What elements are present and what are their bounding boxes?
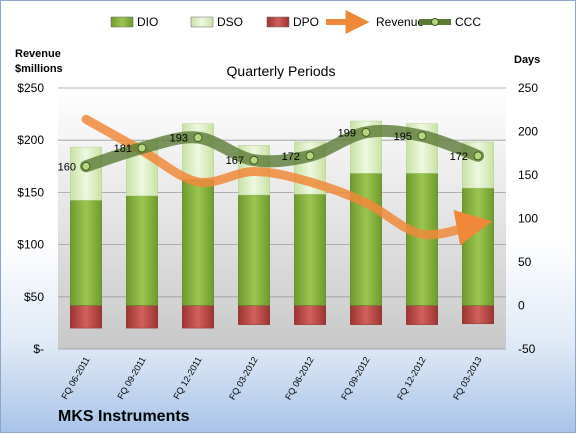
legend-label: DIO bbox=[137, 15, 158, 29]
data-label: 195 bbox=[394, 131, 412, 143]
bar-dpo bbox=[126, 305, 158, 329]
legend-label: Revenue bbox=[376, 15, 424, 29]
legend-swatch bbox=[190, 16, 214, 28]
left-tick-label: $200 bbox=[17, 133, 44, 147]
bar-dpo bbox=[350, 305, 382, 325]
legend-dot bbox=[431, 18, 439, 26]
x-tick-label: FQ 03-2013 bbox=[451, 355, 484, 402]
bar-dpo bbox=[182, 305, 214, 329]
left-axis-label-line2: $millions bbox=[15, 63, 63, 75]
bar-dpo bbox=[294, 305, 326, 325]
data-label: 193 bbox=[170, 133, 188, 145]
ccc-point bbox=[305, 151, 315, 161]
right-axis-label: Days bbox=[514, 54, 540, 66]
x-tick-label: FQ 12-2011 bbox=[171, 355, 203, 401]
left-tick-label: $100 bbox=[17, 238, 44, 252]
legend-label: DSO bbox=[217, 15, 243, 29]
chart-title: Quarterly Periods bbox=[227, 63, 336, 79]
legend-item-ccc: CCC bbox=[419, 15, 481, 29]
line-ccc bbox=[80, 124, 484, 173]
legend-item-dpo: DPO bbox=[266, 15, 319, 29]
data-label: 160 bbox=[58, 161, 76, 173]
x-tick-label: FQ 06-2011 bbox=[59, 355, 91, 401]
company-name: MKS Instruments bbox=[58, 408, 190, 425]
bar-dio bbox=[238, 194, 270, 306]
ccc-point bbox=[193, 133, 203, 143]
legend: DIO DSO DPO Revenue CCC bbox=[110, 10, 481, 34]
ccc-point bbox=[81, 161, 91, 171]
right-tick-label: 150 bbox=[518, 168, 538, 182]
data-label: 199 bbox=[338, 127, 356, 139]
legend-label: DPO bbox=[293, 15, 319, 29]
bar-dio bbox=[70, 199, 102, 306]
data-label: 172 bbox=[282, 151, 300, 163]
left-tick-label: $250 bbox=[17, 81, 44, 95]
bar-dpo bbox=[238, 305, 270, 325]
legend-item-dio: DIO bbox=[110, 15, 158, 29]
left-tick-label: $150 bbox=[17, 185, 44, 199]
ccc-point bbox=[361, 127, 371, 137]
bar-dpo bbox=[406, 305, 438, 325]
data-label: 167 bbox=[226, 155, 244, 167]
bar-dio bbox=[406, 173, 438, 306]
legend-item-revenue: Revenue bbox=[326, 10, 424, 34]
legend-swatch bbox=[266, 16, 290, 28]
data-labels: 160 181 193 167 172 199 195 172 bbox=[58, 127, 468, 173]
legend-label: CCC bbox=[455, 15, 481, 29]
right-tick-label: 100 bbox=[518, 212, 538, 226]
right-tick-label: 50 bbox=[518, 255, 532, 269]
right-tick-label: 200 bbox=[518, 125, 538, 139]
right-tick-label: -50 bbox=[518, 342, 536, 356]
plot-area bbox=[58, 88, 506, 349]
bar-dio bbox=[294, 193, 326, 306]
bar-dpo bbox=[462, 305, 494, 325]
left-axis-label-line1: Revenue bbox=[15, 48, 61, 60]
bar-dpo bbox=[70, 305, 102, 329]
ccc-point bbox=[249, 155, 259, 165]
x-tick-label: FQ 06-2012 bbox=[283, 355, 316, 402]
ccc-point bbox=[473, 151, 483, 161]
bar-dio bbox=[126, 195, 158, 306]
left-tick-label: $50 bbox=[24, 290, 44, 304]
data-label: 172 bbox=[450, 151, 468, 163]
right-tick-label: 250 bbox=[518, 81, 538, 95]
legend-item-dso: DSO bbox=[190, 15, 243, 29]
bar-dso bbox=[70, 146, 102, 201]
ccc-point bbox=[417, 131, 427, 141]
line-series bbox=[80, 114, 493, 246]
right-tick-label: 0 bbox=[518, 299, 525, 313]
x-tick-label: FQ 12-2012 bbox=[395, 355, 428, 402]
data-label: 181 bbox=[114, 143, 132, 155]
x-tick-label: FQ 09-2012 bbox=[339, 355, 372, 402]
ccc-point bbox=[137, 143, 147, 153]
x-tick-label: FQ 09-2011 bbox=[115, 355, 147, 401]
bar-dio bbox=[182, 179, 214, 306]
left-tick-label: $- bbox=[33, 342, 44, 356]
x-tick-label: FQ 03-2012 bbox=[227, 355, 260, 402]
bar-dio bbox=[462, 187, 494, 306]
legend-swatch bbox=[110, 16, 134, 28]
